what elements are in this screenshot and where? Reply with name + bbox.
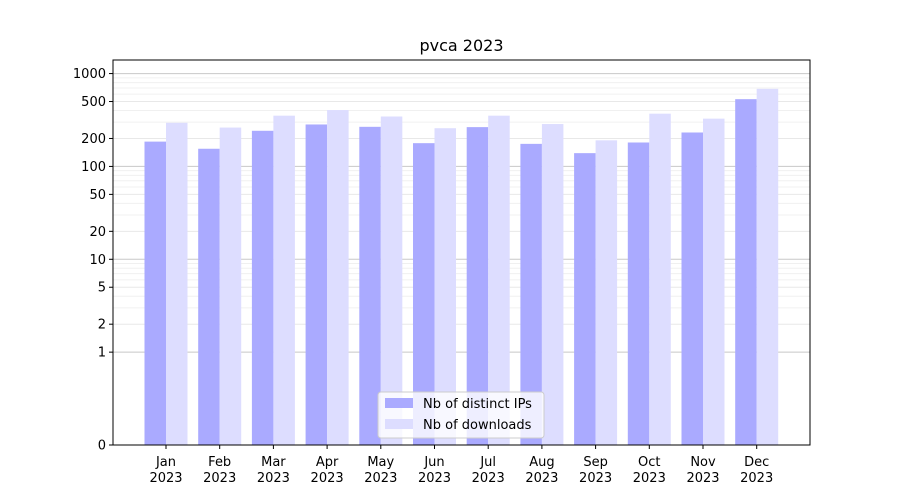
x-tick-label-year: 2023 (257, 471, 290, 486)
legend-swatch-distinct-ips (385, 398, 413, 408)
x-tick-label-month: Dec (744, 455, 769, 470)
x-tick-label-month: Oct (638, 455, 660, 470)
x-tick-label-year: 2023 (203, 471, 236, 486)
bar-distinct-ips (735, 99, 757, 445)
y-tick-label: 5 (98, 281, 106, 296)
x-tick-label-month: May (367, 455, 394, 470)
bar-distinct-ips (198, 148, 220, 446)
bar-downloads (541, 124, 564, 445)
x-tick-label-month: Jun (423, 455, 444, 470)
bar-downloads (166, 122, 188, 445)
legend-box (377, 391, 545, 439)
bar-downloads (219, 127, 242, 445)
legend-label-distinct-ips: Nb of distinct IPs (423, 397, 532, 412)
plot-frame (112, 59, 811, 446)
chart-title: pvca 2023 (419, 36, 503, 55)
bar-distinct-ips (359, 126, 381, 446)
x-tick-label-month: Sep (583, 455, 608, 470)
x-tick-label-month: Feb (208, 455, 231, 470)
bar-downloads (327, 110, 349, 445)
bar-downloads (488, 115, 510, 445)
bar-distinct-ips (251, 130, 274, 445)
x-tick-label-month: Jul (479, 455, 496, 470)
y-tick-label: 100 (81, 160, 106, 175)
y-tick-label: 2 (98, 318, 106, 333)
x-tick-label-year: 2023 (149, 471, 182, 486)
bar-distinct-ips (520, 143, 542, 445)
x-tick-label-month: Apr (316, 455, 339, 470)
legend: Nb of distinct IPs Nb of downloads (377, 391, 545, 439)
bar-downloads (273, 115, 295, 445)
bar-distinct-ips (466, 127, 489, 446)
legend-label-downloads: Nb of downloads (423, 418, 532, 433)
bar-downloads (756, 88, 779, 446)
bar-distinct-ips (574, 153, 596, 446)
x-tick-label-year: 2023 (579, 471, 612, 486)
x-tick-label-month: Jan (155, 455, 176, 470)
x-tick-label-year: 2023 (364, 471, 397, 486)
y-tick-label: 50 (89, 188, 106, 203)
y-tick-label: 1 (98, 346, 106, 361)
x-tick-label-year: 2023 (311, 471, 344, 486)
bar-downloads (649, 113, 671, 445)
bar-distinct-ips (627, 142, 650, 445)
y-tick-label: 200 (81, 132, 106, 147)
bar-distinct-ips (305, 124, 328, 445)
x-tick-label-month: Mar (261, 455, 286, 470)
x-tick-label-month: Nov (690, 455, 716, 470)
bar-downloads (703, 118, 725, 446)
x-tick-label-year: 2023 (418, 471, 451, 486)
x-tick-label-year: 2023 (686, 471, 719, 486)
bars (144, 88, 779, 446)
y-tick-label: 1000 (73, 67, 106, 82)
y-tick-label: 500 (81, 95, 106, 110)
x-tick-label-year: 2023 (740, 471, 773, 486)
y-tick-label: 10 (89, 253, 106, 268)
x-tick-label-year: 2023 (472, 471, 505, 486)
y-tick-label: 0 (98, 439, 106, 454)
y-tick-label: 20 (89, 225, 106, 240)
x-tick-label-month: Aug (529, 455, 554, 470)
y-axis: 0 1 2 5 10 20 50 100 200 500 1000 (73, 67, 113, 454)
bar-downloads (595, 140, 618, 445)
x-axis: Jan2023Feb2023Mar2023Apr2023May2023Jun20… (149, 445, 773, 486)
x-tick-label-year: 2023 (633, 471, 666, 486)
bar-downloads (434, 128, 456, 445)
bar-downloads (380, 116, 403, 446)
x-tick-label-year: 2023 (525, 471, 558, 486)
bar-distinct-ips (413, 143, 435, 445)
legend-swatch-downloads (385, 419, 413, 429)
bar-distinct-ips (681, 132, 703, 445)
bar-distinct-ips (144, 141, 166, 446)
